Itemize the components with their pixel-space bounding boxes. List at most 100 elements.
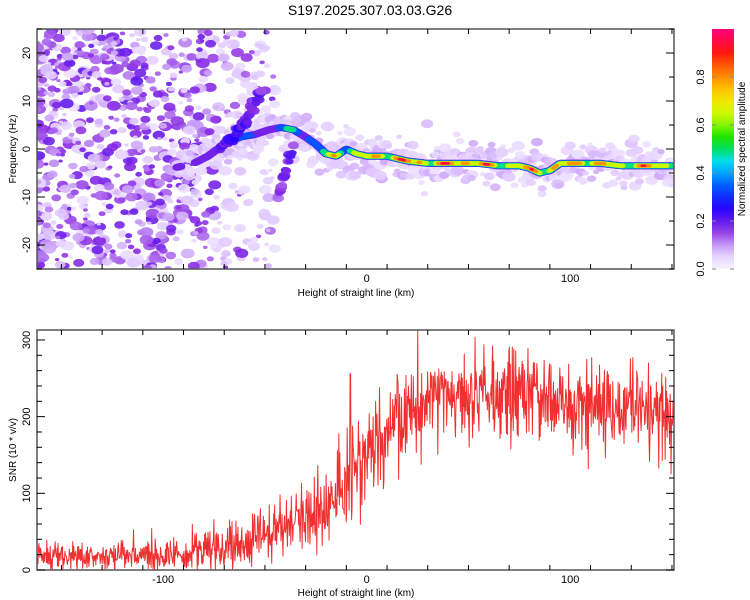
noise-blob [117, 127, 127, 134]
noise-blob [106, 143, 119, 152]
ridge-core [533, 169, 539, 174]
noise-blob [234, 167, 247, 176]
colorbar-ticks: 0.0 0.2 0.4 0.6 0.8 [695, 69, 734, 277]
noise-blob [248, 50, 255, 55]
noise-blob [149, 86, 157, 92]
noise-blob [108, 115, 114, 120]
noise-blob [77, 47, 82, 51]
noise-blob [148, 101, 155, 106]
noise-blob [153, 147, 161, 153]
noise-blob [217, 53, 230, 62]
noise-blob [143, 264, 152, 269]
noise-blob [59, 152, 66, 157]
noise-blob [87, 153, 101, 163]
noise-blob [91, 71, 102, 79]
ridge-halo [177, 183, 191, 193]
ridge-halo [455, 137, 465, 145]
noise-blob [37, 87, 42, 91]
noise-blob [225, 77, 235, 85]
noise-blob [120, 209, 129, 216]
noise-blob [37, 130, 47, 141]
noise-blob [270, 176, 275, 180]
noise-blob [88, 101, 94, 105]
noise-blob [40, 64, 53, 73]
ridge-halo [237, 142, 244, 148]
noise-blob [235, 248, 249, 259]
noise-blob [232, 67, 242, 75]
noise-blob [229, 101, 241, 110]
noise-blob [76, 195, 89, 205]
noise-blob [178, 70, 184, 74]
noise-blob [89, 55, 103, 65]
noise-blob [96, 143, 105, 150]
noise-blob [37, 42, 44, 53]
noise-blob [195, 221, 203, 226]
noise-blob [251, 74, 260, 81]
ridge-halo [514, 151, 526, 159]
noise-blob [81, 29, 95, 35]
ridge-core [668, 163, 674, 169]
noise-blob [50, 220, 57, 225]
ridge-halo [349, 141, 358, 147]
noise-blob [92, 40, 99, 46]
ridge-halo [223, 158, 233, 165]
noise-blob [42, 186, 51, 192]
noise-blob [261, 257, 268, 262]
noise-blob [259, 60, 265, 65]
noise-blob [96, 34, 107, 42]
noise-blob [43, 162, 49, 166]
noise-blob [167, 199, 174, 204]
noise-blob [113, 189, 121, 196]
noise-blob [180, 87, 188, 93]
noise-blob [216, 220, 223, 225]
noise-blob [60, 121, 73, 130]
snr-x-tick-label: -100 [152, 574, 174, 586]
spectrogram-x-tick-label: 0 [364, 273, 370, 285]
ridge-halo [335, 170, 347, 179]
noise-blob [82, 208, 88, 212]
noise-blob [221, 249, 231, 258]
ridge-halo [191, 179, 199, 185]
noise-blob [143, 107, 152, 114]
noise-blob [266, 215, 280, 225]
noise-blob [109, 249, 116, 254]
noise-blob [124, 143, 129, 147]
noise-blob [159, 239, 167, 245]
noise-blob [157, 192, 164, 196]
noise-blob [129, 33, 136, 38]
noise-blob [153, 34, 163, 42]
ridge-halo [309, 128, 316, 133]
noise-blob [225, 42, 231, 47]
noise-blob [120, 250, 134, 260]
spectrogram-y-tick-label: -10 [21, 189, 33, 205]
noise-blob [165, 224, 177, 233]
ridge-halo [610, 169, 620, 176]
noise-blob [100, 53, 109, 60]
noise-blob [202, 245, 208, 250]
noise-blob [182, 179, 191, 185]
spectrogram-marks [37, 29, 674, 269]
noise-blob [196, 51, 209, 61]
noise-blob [175, 205, 182, 210]
noise-blob [82, 228, 91, 234]
noise-blob [58, 120, 64, 124]
noise-blob [66, 206, 72, 211]
ridge-halo [525, 178, 536, 187]
noise-blob [78, 203, 88, 210]
noise-blob [174, 258, 184, 265]
noise-blob [163, 33, 169, 37]
ridge-halo [598, 147, 607, 154]
noise-blob [75, 180, 89, 190]
noise-blob [124, 239, 132, 244]
ridge-core [423, 160, 430, 166]
noise-blob [121, 114, 127, 119]
noise-blob [236, 76, 241, 80]
snr-frame [36, 329, 675, 571]
ridge-halo [190, 188, 200, 195]
secondary-ridge-blob [281, 167, 292, 175]
noise-blob [220, 61, 234, 71]
ridge-halo [196, 166, 206, 174]
noise-blob [173, 124, 181, 131]
noise-blob [148, 253, 162, 263]
